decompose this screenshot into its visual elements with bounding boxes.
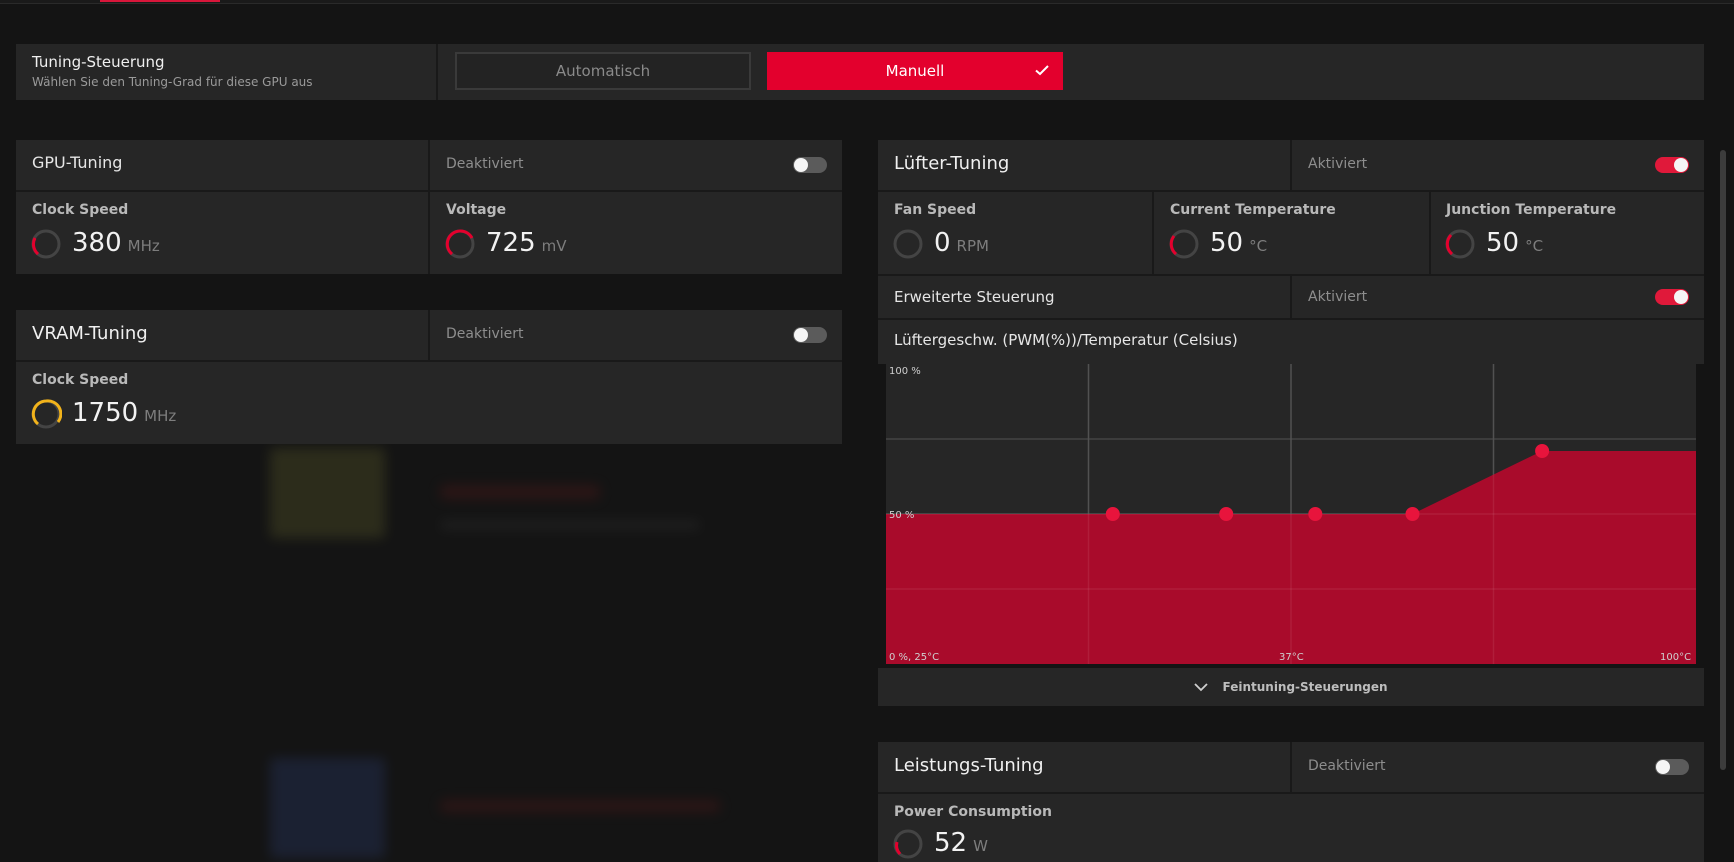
vram-clock-gauge-icon [31,399,62,429]
y-label-50: 50 % [889,510,914,521]
gpu-tuning-toggle[interactable] [793,157,827,173]
current-temp-label: Current Temperature [1170,202,1336,218]
top-bar [0,0,1734,4]
automatic-button[interactable]: Automatisch [455,52,751,90]
x-label-mid: 37°C [1279,652,1304,663]
advanced-control-toggle[interactable] [1655,289,1689,305]
tuning-control-subtitle: Wählen Sie den Tuning-Grad für diese GPU… [32,75,313,89]
fan-tuning-title: Lüfter-Tuning [894,153,1010,174]
chevron-down-icon [1194,683,1209,692]
curve-point-5[interactable] [1535,444,1550,458]
fan-curve-chart[interactable]: 100 % 50 % 0 %, 25°C 37°C 100°C [886,364,1696,664]
gpu-voltage-gauge-icon [445,229,475,259]
power-consumption-label: Power Consumption [894,804,1052,820]
manual-button[interactable]: Manuell [767,52,1063,90]
current-temp-unit: °C [1249,237,1268,255]
vram-tuning-toggle[interactable] [793,327,827,343]
junction-temp-label: Junction Temperature [1446,202,1617,218]
fan-tuning-toggle[interactable] [1655,157,1689,173]
scrollbar[interactable] [1720,150,1726,770]
current-temp-gauge-icon [1169,229,1199,259]
gpu-tuning-title: GPU-Tuning [32,153,123,172]
curve-point-4[interactable] [1405,507,1420,521]
vram-tuning-panel: VRAM-Tuning Deaktiviert Clock Speed 1750… [16,310,842,444]
vram-clock-unit: MHz [144,407,177,425]
vram-clock-value: 1750 [72,398,139,428]
fine-tuning-toggle[interactable]: Feintuning-Steuerungen [878,668,1704,706]
current-temp-value: 50 [1210,228,1244,258]
y-label-100: 100 % [889,366,921,377]
power-tuning-title: Leistungs-Tuning [894,755,1044,776]
curve-point-3[interactable] [1308,507,1323,521]
tuning-control-title: Tuning-Steuerung [32,53,165,71]
gpu-clock-gauge-icon [31,229,61,259]
gpu-voltage-label: Voltage [446,202,507,218]
fan-curve-title: Lüftergeschw. (PWM(%))/Temperatur (Celsi… [894,331,1238,349]
fan-speed-unit: RPM [956,237,989,255]
checkmark-icon [1035,65,1049,76]
gpu-voltage-value: 725 [486,228,536,258]
fan-speed-label: Fan Speed [894,202,977,218]
advanced-control-label: Erweiterte Steuerung [894,288,1055,306]
fan-curve-area [886,451,1696,664]
vram-tuning-title: VRAM-Tuning [32,323,148,344]
fan-speed-value: 0 [934,228,951,258]
gpu-voltage-unit: mV [541,237,567,255]
curve-point-1[interactable] [1105,507,1120,521]
power-tuning-panel: Leistungs-Tuning Deaktiviert Power Consu… [878,742,1704,862]
fan-tuning-panel: Lüfter-Tuning Aktiviert Fan Speed 0 RPM … [878,140,1704,364]
power-consumption-value: 52 [934,828,968,858]
x-label-start: 0 %, 25°C [889,652,939,663]
fan-tuning-state: Aktiviert [1308,156,1368,172]
x-label-end: 100°C [1660,652,1691,663]
fan-curve-svg[interactable]: 100 % 50 % 0 %, 25°C 37°C 100°C [886,364,1696,664]
manual-button-label: Manuell [885,62,945,80]
advanced-control-state: Aktiviert [1308,289,1368,305]
power-consumption-unit: W [973,837,988,855]
fan-speed-gauge-icon [893,229,923,259]
power-gauge-icon [893,829,923,859]
gpu-clock-value: 380 [72,228,122,258]
power-tuning-state: Deaktiviert [1308,758,1386,774]
junction-temp-gauge-icon [1445,229,1475,259]
gpu-clock-label: Clock Speed [32,202,129,218]
curve-point-2[interactable] [1219,507,1234,521]
gpu-tuning-state: Deaktiviert [446,156,524,172]
fine-tuning-label: Feintuning-Steuerungen [1222,680,1388,694]
vram-tuning-state: Deaktiviert [446,326,524,342]
vram-clock-label: Clock Speed [32,372,129,388]
junction-temp-value: 50 [1486,228,1520,258]
gpu-tuning-panel: GPU-Tuning Deaktiviert Clock Speed 380 M… [16,140,842,274]
power-tuning-toggle[interactable] [1655,759,1689,775]
junction-temp-unit: °C [1525,237,1544,255]
gpu-clock-unit: MHz [127,237,160,255]
